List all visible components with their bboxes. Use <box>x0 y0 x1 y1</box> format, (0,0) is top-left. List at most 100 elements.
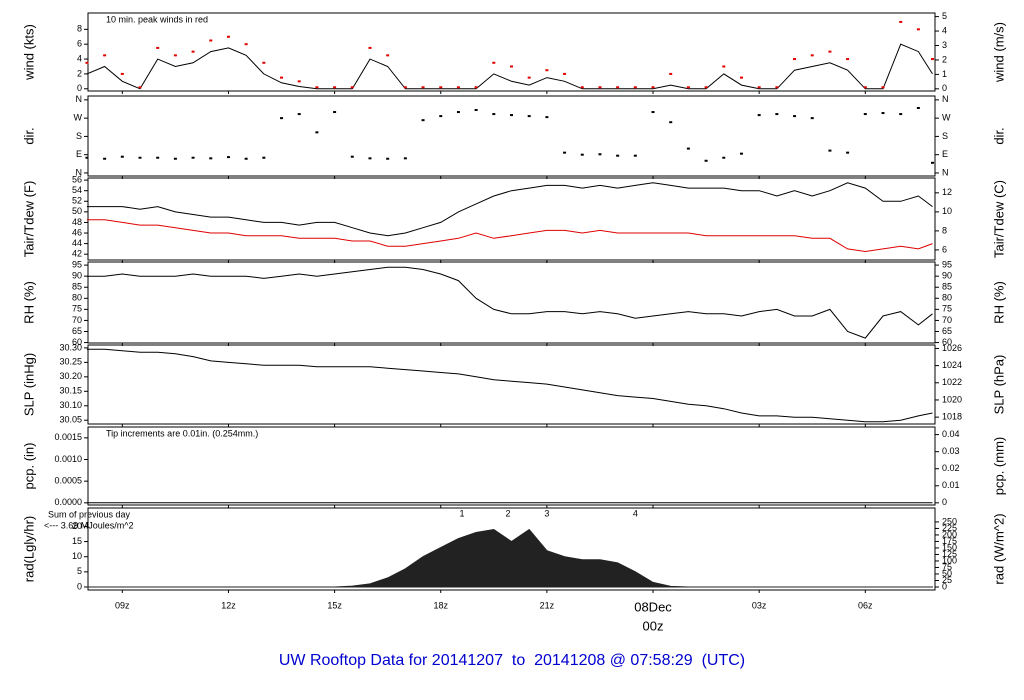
y-tick-label: 90 <box>72 271 82 281</box>
y-tick-label: 85 <box>72 282 82 292</box>
y2-tick-label: 0.02 <box>942 463 960 473</box>
data-point <box>545 116 549 119</box>
y2-tick-label: 65 <box>942 326 952 336</box>
y2-axis-label: RH (%) <box>991 281 1006 324</box>
y2-tick-label: 1024 <box>942 360 962 370</box>
y2-tick-label: W <box>942 113 951 123</box>
data-point <box>757 86 761 89</box>
data-line <box>86 219 933 253</box>
data-point <box>616 154 620 157</box>
data-point <box>846 151 850 154</box>
hour-marker: 2 <box>505 508 510 518</box>
y-tick-label: 30.15 <box>59 386 82 396</box>
y-tick-label: 20 <box>72 521 82 531</box>
panel-frame <box>87 261 936 344</box>
y2-axis-label: SLP (hPa) <box>991 355 1006 415</box>
y2-tick-label: 0 <box>942 83 947 93</box>
data-point <box>315 131 319 134</box>
data-point <box>244 43 248 46</box>
data-point <box>138 86 142 89</box>
y2-tick-label: 150 <box>942 542 957 552</box>
y2-axis-label: wind (m/s) <box>991 22 1006 83</box>
data-point <box>368 46 372 49</box>
data-point <box>793 115 797 118</box>
data-point <box>262 156 266 159</box>
data-point <box>686 86 690 89</box>
y-tick-label: 6 <box>77 39 82 49</box>
data-point <box>120 155 124 158</box>
panel-frame <box>87 12 936 92</box>
data-point <box>350 86 354 89</box>
y-tick-label: N <box>76 94 83 104</box>
y-tick-label: 0 <box>77 581 82 591</box>
y2-tick-label: 1022 <box>942 377 962 387</box>
y-tick-label: 50 <box>72 206 82 216</box>
data-point <box>793 58 797 61</box>
data-point <box>421 86 425 89</box>
y-axis-label: Tair/Tdew (F) <box>21 181 36 258</box>
x-tick-label: 00z <box>643 618 664 633</box>
panel-frame <box>87 344 936 425</box>
data-point <box>757 114 761 117</box>
y2-tick-label: 85 <box>942 282 952 292</box>
data-point <box>191 50 195 53</box>
data-point <box>775 86 779 89</box>
y-tick-label: 52 <box>72 196 82 206</box>
data-point <box>156 46 160 49</box>
data-point <box>863 86 867 89</box>
y2-tick-label: 95 <box>942 259 952 269</box>
y2-tick-label: 0 <box>942 497 947 507</box>
data-point <box>739 152 743 155</box>
y-tick-label: 0.0000 <box>54 497 82 507</box>
y2-tick-label: 5 <box>942 11 947 21</box>
data-point <box>633 154 637 157</box>
data-point <box>633 86 637 89</box>
data-point <box>580 153 584 156</box>
data-point <box>120 72 124 75</box>
y-tick-label: 0.0010 <box>54 454 82 464</box>
y2-tick-label: 60 <box>942 337 952 347</box>
y-tick-label: 65 <box>72 326 82 336</box>
y2-tick-label: E <box>942 149 948 159</box>
data-point <box>439 115 443 118</box>
y2-tick-label: 3 <box>942 40 947 50</box>
y-tick-label: 60 <box>72 337 82 347</box>
y-tick-label: 95 <box>72 259 82 269</box>
y2-tick-label: 25 <box>942 575 952 585</box>
y-tick-label: E <box>76 149 82 159</box>
data-point <box>85 61 89 64</box>
data-point <box>669 121 673 124</box>
data-point <box>881 112 885 115</box>
data-point <box>173 157 177 160</box>
data-point <box>492 61 496 64</box>
y-tick-label: S <box>76 131 82 141</box>
data-point <box>439 86 443 89</box>
data-point <box>704 159 708 162</box>
data-point <box>456 111 460 114</box>
y-tick-label: 2 <box>77 68 82 78</box>
data-point <box>103 54 107 57</box>
data-point <box>315 86 319 89</box>
y-axis-label: RH (%) <box>21 281 36 324</box>
data-point <box>244 157 248 160</box>
data-point <box>209 157 213 160</box>
y-tick-label: 46 <box>72 227 82 237</box>
y2-tick-label: 12 <box>942 187 952 197</box>
data-point <box>209 39 213 42</box>
y-axis-label: pcp. (in) <box>21 443 36 490</box>
y2-tick-label: N <box>942 167 949 177</box>
y-tick-label: 30.05 <box>59 415 82 425</box>
y2-tick-label: 125 <box>942 549 957 559</box>
data-point <box>191 156 195 159</box>
y2-tick-label: 0.03 <box>942 446 960 456</box>
data-point <box>828 149 832 152</box>
y-tick-label: 56 <box>72 174 82 184</box>
x-date-label: 08Dec <box>634 599 672 614</box>
y2-axis-label: dir. <box>991 127 1006 144</box>
data-point <box>598 153 602 156</box>
y-tick-label: 30.30 <box>59 342 82 352</box>
y-tick-label: 70 <box>72 315 82 325</box>
y-tick-label: 0 <box>77 83 82 93</box>
y-tick-label: 10 <box>72 551 82 561</box>
